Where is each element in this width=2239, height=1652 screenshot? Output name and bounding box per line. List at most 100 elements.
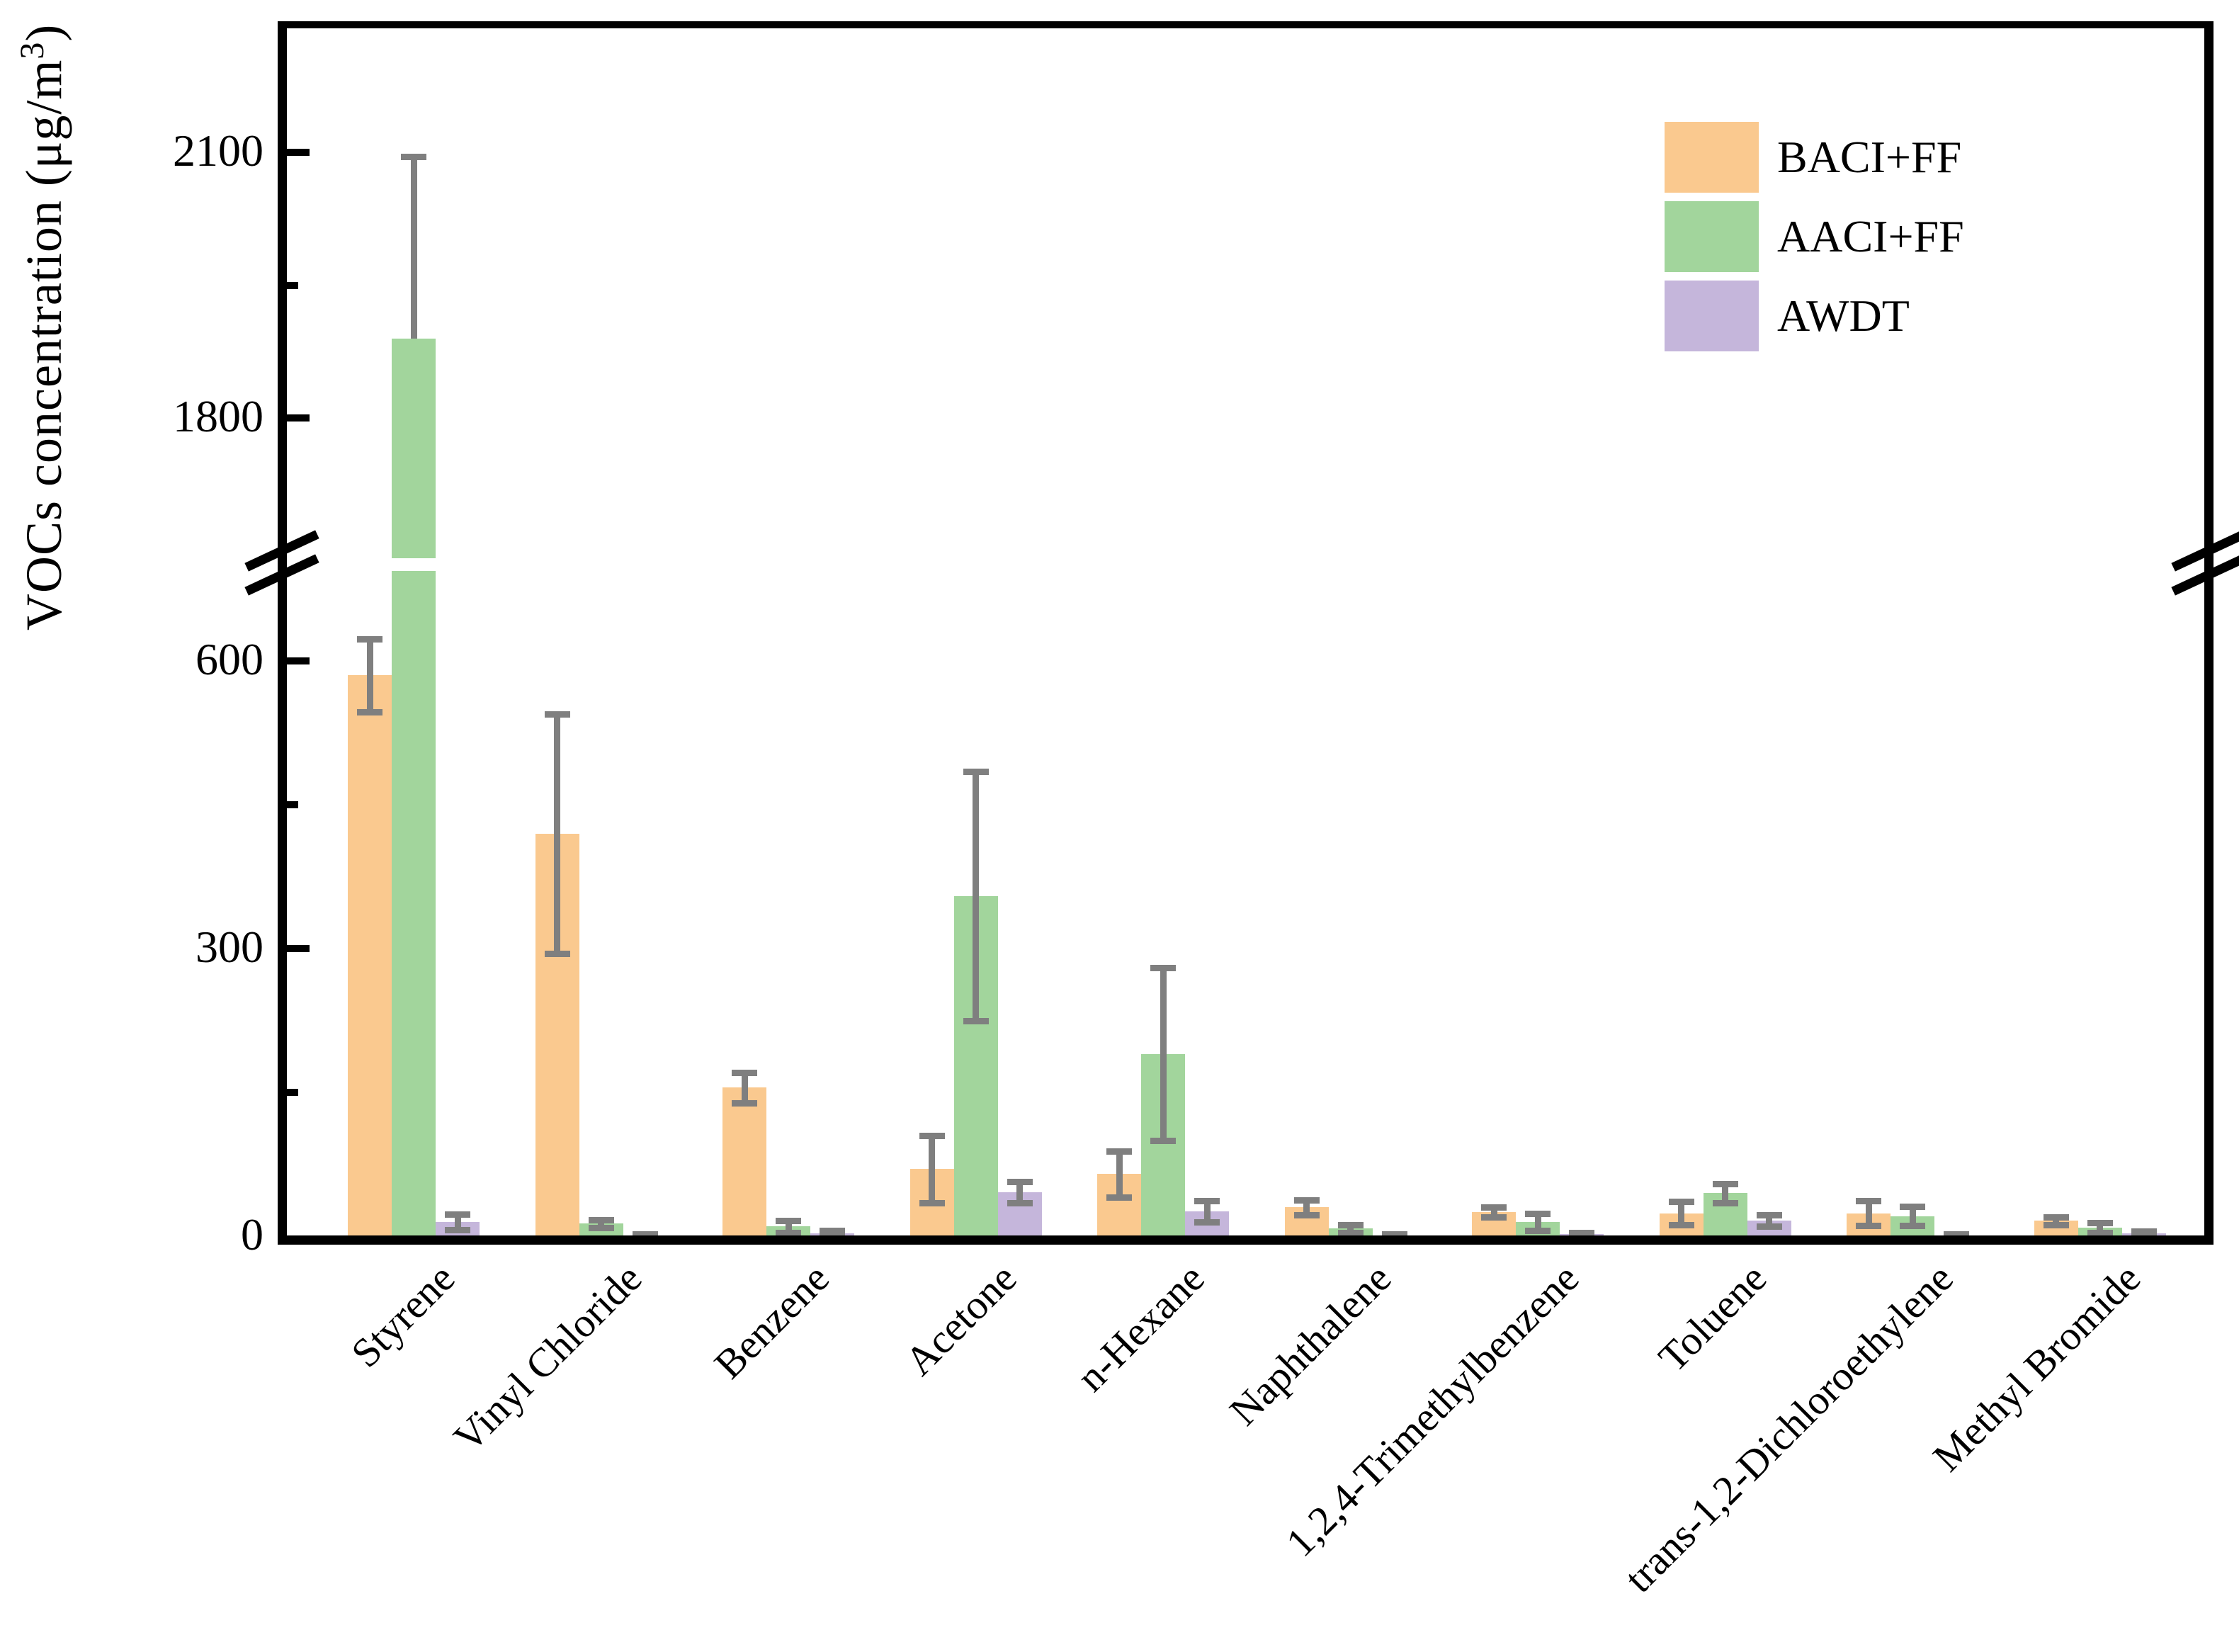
x-category-label: n-Hexane	[1067, 1255, 1213, 1401]
error-bar-cap-top	[820, 1227, 845, 1234]
error-bar-cap-top	[1481, 1204, 1507, 1211]
legend-item-baci: BACI+FF	[1665, 122, 1964, 193]
x-category-label: Toluene	[1649, 1255, 1775, 1381]
error-bar-whisker	[1016, 1181, 1023, 1203]
bar	[348, 675, 392, 1240]
y-minor-tick	[287, 281, 298, 289]
error-bar-cap-bottom	[1756, 1223, 1782, 1230]
error-bar-cap-bottom	[2087, 1229, 2113, 1236]
error-bar-whisker	[785, 1221, 792, 1233]
error-bar-whisker	[598, 1219, 604, 1228]
error-bar-cap-top	[357, 636, 382, 643]
error-bar-cap-bottom	[544, 950, 570, 957]
error-bar-whisker	[973, 771, 979, 1021]
error-bar-whisker	[929, 1135, 935, 1203]
x-category-label: Acetone	[896, 1255, 1026, 1384]
y-minor-tick	[287, 1089, 298, 1097]
error-bar-whisker	[1203, 1200, 1211, 1222]
legend-swatch-awdt	[1665, 281, 1759, 351]
error-bar-cap-top	[1007, 1178, 1033, 1185]
error-bar-whisker	[2053, 1216, 2059, 1225]
x-axis-line	[278, 1235, 2214, 1245]
error-bar-cap-top	[1293, 1196, 1320, 1204]
bar-lower-segment	[392, 571, 436, 1240]
error-bar-whisker	[1766, 1215, 1772, 1227]
error-bar-cap-bottom	[588, 1224, 614, 1231]
error-bar-whisker	[454, 1213, 461, 1230]
error-bar-cap-bottom	[1900, 1223, 1925, 1230]
legend-item-aaci: AACI+FF	[1665, 201, 1964, 272]
error-bar-whisker	[554, 713, 560, 954]
error-bar-cap-top	[776, 1218, 801, 1225]
error-bar-cap-top	[445, 1211, 470, 1218]
error-bar-whisker	[1347, 1224, 1354, 1233]
y-major-tick	[287, 657, 310, 665]
error-bar-cap-top	[732, 1069, 757, 1076]
legend-label-awdt: AWDT	[1777, 290, 1910, 341]
legend-label-baci: BACI+FF	[1777, 132, 1962, 182]
error-bar-cap-top	[588, 1216, 614, 1223]
error-bar-cap-bottom	[732, 1099, 757, 1107]
error-bar-cap-bottom	[1007, 1199, 1033, 1206]
error-bar-whisker	[1116, 1150, 1123, 1197]
error-bar-cap-top	[1756, 1212, 1782, 1219]
error-bar-whisker	[410, 157, 417, 339]
legend-swatch-baci	[1665, 122, 1759, 193]
error-bar-cap-top	[2087, 1220, 2113, 1227]
error-bar-whisker	[2097, 1223, 2103, 1233]
legend-swatch-aaci	[1665, 201, 1759, 272]
error-bar-cap-bottom	[1337, 1229, 1364, 1236]
error-bar-cap-top	[1668, 1199, 1694, 1206]
y-axis-left-spine	[278, 21, 287, 1245]
error-bar-whisker	[1303, 1199, 1310, 1216]
y-minor-tick	[287, 801, 298, 809]
y-axis-right-spine	[2204, 21, 2214, 1245]
error-bar-whisker	[1909, 1206, 1916, 1226]
error-bar-cap-bottom	[1525, 1227, 1551, 1234]
error-bar-cap-top	[2131, 1228, 2157, 1235]
y-tick-label: 600	[195, 634, 263, 685]
error-bar-cap-top	[2043, 1213, 2069, 1221]
error-bar-cap-bottom	[445, 1226, 470, 1233]
error-bar-cap-bottom	[1712, 1199, 1738, 1206]
y-major-tick	[287, 414, 310, 422]
error-bar-cap-bottom	[1668, 1221, 1694, 1228]
error-bar-cap-bottom	[1481, 1213, 1507, 1221]
error-bar-cap-top	[1712, 1180, 1738, 1187]
error-bar-cap-top	[1106, 1148, 1132, 1155]
y-major-tick	[287, 149, 310, 157]
error-bar-cap-top	[1900, 1204, 1925, 1211]
y-tick-label: 300	[195, 922, 263, 973]
error-bar-cap-top	[1194, 1197, 1220, 1204]
error-bar-whisker	[1865, 1200, 1872, 1226]
x-category-label: Styrene	[342, 1255, 464, 1376]
error-bar-cap-bottom	[1106, 1194, 1132, 1201]
error-bar-cap-top	[963, 768, 989, 775]
error-bar-cap-bottom	[919, 1199, 945, 1206]
y-major-tick	[287, 945, 310, 953]
x-category-label: Benzene	[705, 1255, 839, 1388]
error-bar-cap-top	[401, 154, 426, 161]
legend-item-awdt: AWDT	[1665, 281, 1964, 351]
bar	[722, 1087, 766, 1240]
legend-label-aaci: AACI+FF	[1777, 211, 1964, 261]
y-tick-label: 1800	[173, 391, 263, 442]
error-bar-whisker	[1722, 1183, 1728, 1203]
error-bar-cap-bottom	[357, 708, 382, 715]
error-bar-whisker	[1678, 1201, 1684, 1225]
error-bar-cap-top	[1525, 1210, 1551, 1217]
error-bar-whisker	[1534, 1213, 1541, 1230]
y-tick-label: 2100	[173, 125, 263, 176]
plot-top-border	[278, 21, 2214, 28]
error-bar-cap-top	[544, 711, 570, 718]
x-category-label: Naphthalene	[1220, 1255, 1400, 1435]
error-bar-cap-bottom	[963, 1017, 989, 1024]
error-bar-whisker	[1160, 968, 1167, 1141]
error-bar-whisker	[741, 1072, 748, 1103]
y-tick-label: 0	[241, 1209, 263, 1260]
error-bar-cap-top	[919, 1132, 945, 1139]
error-bar-cap-bottom	[1194, 1218, 1220, 1226]
error-bar-whisker	[1490, 1207, 1497, 1217]
